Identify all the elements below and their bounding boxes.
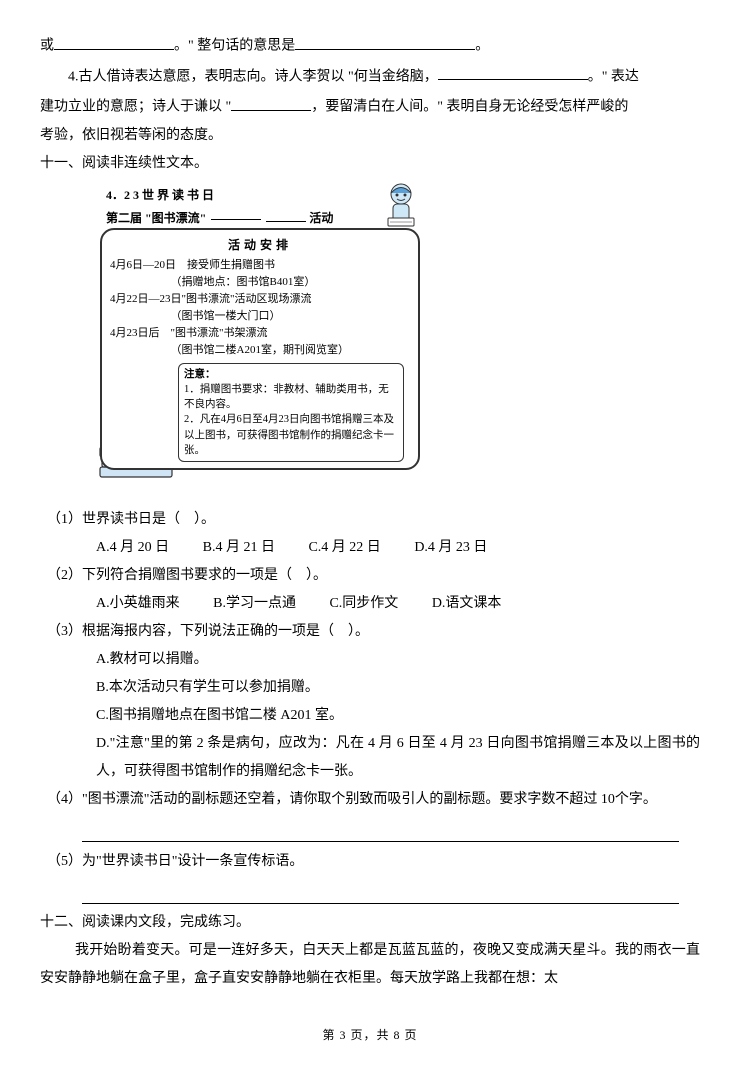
section-11-title: 十一、阅读非连续性文本。 [40,150,700,178]
poster-title: 活动安排 [110,236,410,255]
q4-line1: 4.古人借诗表达意愿，表明志向。诗人李贺以 "何当金络脑， 。" 表达 [40,61,700,92]
poster-head-2b: 活动 [309,211,333,225]
q2-opt-a[interactable]: A.小英雄雨来 [96,590,180,618]
q4-text1: 4.古人借诗表达意愿，表明志向。诗人李贺以 "何当金络脑， [68,69,438,84]
q3-stem: （3）根据海报内容，下列说法正确的一项是（ ）。 [40,618,700,646]
page-footer: 第 3 页，共 8 页 [40,1023,700,1047]
section-12-title: 十二、阅读课内文段，完成练习。 [40,909,700,937]
q4-text2: 建功立业的意愿；诗人于谦以 " [40,100,231,115]
q3-opt-d-text: D."注意"里的第 2 条是病句，应改为：凡在 4 月 6 日至 4 月 23 … [96,736,700,779]
blank-2[interactable] [295,30,475,50]
q3-opt-c[interactable]: C.图书捐赠地点在图书馆二楼 A201 室。 [40,702,700,730]
q5-answer-blank[interactable] [82,881,679,903]
q2-opt-b[interactable]: B.学习一点通 [213,590,296,618]
poster-l3s: （图书馆二楼A201室，期刊阅览室） [110,342,410,359]
q3-opt-b[interactable]: B.本次活动只有学生可以参加捐赠。 [40,674,700,702]
poster-panel: 活动安排 4月6日—20日 接受师生捐赠图书 （捐赠地点：图书馆B401室） 4… [100,228,420,470]
poster-head-l1: 4．2 3 世 界 读 书 日 [106,186,420,205]
q2-stem: （2）下列符合捐赠图书要求的一项是（ ）。 [40,562,700,590]
poster-l2: 4月22日—23日"图书漂流"活动区现场漂流 [110,291,410,308]
q1-options: A.4 月 20 日 B.4 月 21 日 C.4 月 22 日 D.4 月 2… [40,534,700,562]
q2-opt-d[interactable]: D.语文课本 [432,590,502,618]
blank-1[interactable] [54,30,174,50]
frag-line1: 或 。" 整句话的意思是 。 [40,30,700,61]
note-1: 1．捐赠图书要求：非教材、辅助类用书，无不良内容。 [184,384,389,410]
q4-text1e: 。" 表达 [588,69,639,84]
q1-stem: （1）世界读书日是（ ）。 [40,506,700,534]
q4-text2m: ，要留清白在人间。" 表明自身无论经受怎样严峻的 [311,100,628,115]
q2-opt-c[interactable]: C.同步作文 [329,590,398,618]
note-box: 注意： 1．捐赠图书要求：非教材、辅助类用书，无不良内容。 2．凡在4月6日至4… [178,363,404,462]
q1-opt-c[interactable]: C.4 月 22 日 [308,534,380,562]
q1-opt-b[interactable]: B.4 月 21 日 [203,534,275,562]
q1-opt-a[interactable]: A.4 月 20 日 [96,534,169,562]
passage-text: 我开始盼着变天。可是一连好多天，白天天上都是瓦蓝瓦蓝的，夜晚又变成满天星斗。我的… [40,937,700,993]
note-title: 注意： [184,369,216,380]
q4-answer-blank[interactable] [82,820,679,842]
frag-or: 或 [40,39,54,54]
frag-end: 。 [475,39,489,54]
q5-stem: （5）为"世界读书日"设计一条宣传标语。 [40,848,700,876]
frag-mid: 。" 整句话的意思是 [174,39,295,54]
poster-l1: 4月6日—20日 接受师生捐赠图书 [110,257,410,274]
poster-dash [211,219,261,220]
q4-line2: 建功立业的意愿；诗人于谦以 " ，要留清白在人间。" 表明自身无论经受怎样严峻的 [40,91,700,122]
q4-stem: （4）"图书漂流"活动的副标题还空着，请你取个别致而吸引人的副标题。要求字数不超… [40,786,700,814]
blank-3[interactable] [438,61,588,81]
q1-opt-d[interactable]: D.4 月 23 日 [414,534,487,562]
q2-options: A.小英雄雨来 B.学习一点通 C.同步作文 D.语文课本 [40,590,700,618]
poster-head-l2: 第二届 "图书漂流" 活动 [106,205,420,228]
poster-head: 4．2 3 世 界 读 书 日 第二届 "图书漂流" 活动 [100,186,420,228]
blank-4[interactable] [231,91,311,111]
poster-blank[interactable] [266,205,306,222]
poster: 4．2 3 世 界 读 书 日 第二届 "图书漂流" 活动 活动安排 4月6日—… [100,186,420,498]
q3-opt-a[interactable]: A.教材可以捐赠。 [40,646,700,674]
q3-opt-d[interactable]: D."注意"里的第 2 条是病句，应改为：凡在 4 月 6 日至 4 月 23 … [40,730,700,786]
poster-l2s: （图书馆一楼大门口） [110,308,410,325]
mascot-icon [380,180,422,232]
poster-head-2a: 第二届 "图书漂流" [106,211,206,225]
poster-l1s: （捐赠地点：图书馆B401室） [110,274,410,291]
q4-line3: 考验，依旧视若等闲的态度。 [40,122,700,150]
poster-l3: 4月23日后 "图书漂流"书架漂流 [110,325,410,342]
note-2: 2．凡在4月6日至4月23日向图书馆捐赠三本及以上图书，可获得图书馆制作的捐赠纪… [184,414,394,455]
